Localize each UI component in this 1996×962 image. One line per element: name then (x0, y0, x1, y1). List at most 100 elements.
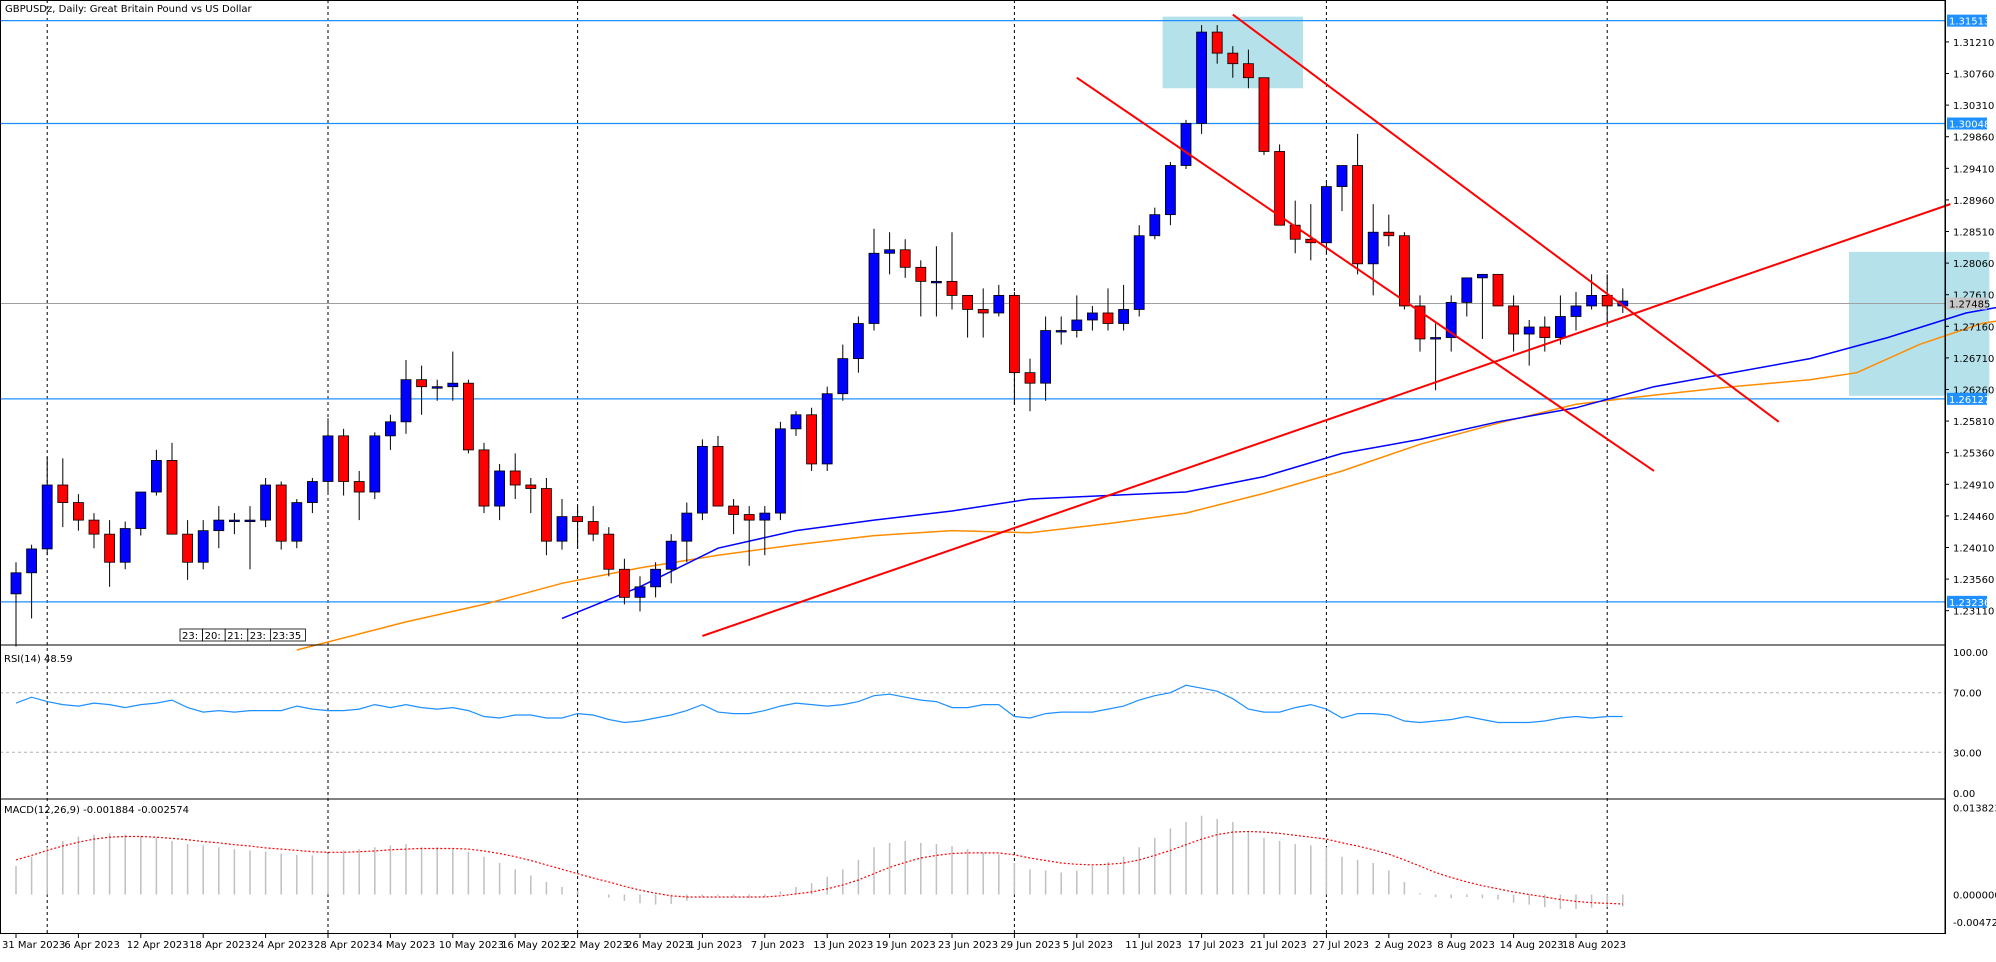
candle-body (759, 512, 771, 521)
date-tick-label: 5 Jul 2023 (1063, 940, 1113, 951)
bid-price-box (1947, 297, 1987, 310)
candle-body (712, 445, 724, 507)
chart-title: GBPUSDz, Daily: Great Britain Pound vs U… (5, 4, 253, 15)
candle-body (743, 514, 755, 521)
price-tick-label: 1.26710 (1953, 354, 1994, 365)
candle-body (821, 393, 833, 465)
date-tick-label: 21 Jul 2023 (1250, 940, 1307, 951)
price-tick-label: 1.24460 (1953, 512, 1994, 523)
candle-body (993, 295, 1005, 314)
highlight-zones-layer (1162, 16, 1990, 396)
candle-body (1383, 231, 1395, 237)
price-tick-label: 1.25810 (1953, 417, 1994, 428)
candle-body (806, 414, 817, 465)
candle-body (135, 491, 147, 529)
candle-body (650, 568, 661, 588)
level-price-box (1947, 117, 1987, 130)
date-tick-label: 1 Jun 2023 (688, 940, 742, 951)
candle-body (338, 435, 350, 482)
candle-body (1555, 316, 1566, 338)
candle-body (1445, 302, 1457, 338)
level-price-label: 1.31513 (1949, 17, 1990, 28)
rsi-label: RSI(14) 48.59 (4, 654, 73, 665)
candle-body (1336, 165, 1348, 187)
candle-body (946, 280, 958, 296)
price-tick-label: 1.30310 (1953, 101, 1994, 112)
labels-layer: GBPUSDz, Daily: Great Britain Pound vs U… (4, 4, 306, 816)
date-tick-label: 8 Aug 2023 (1437, 940, 1495, 951)
date-tick-label: 16 May 2023 (501, 940, 566, 951)
level-price-box (1947, 595, 1987, 608)
date-tick-label: 28 Apr 2023 (314, 940, 376, 951)
candle-body (556, 516, 568, 542)
candle-body (665, 540, 677, 570)
candle-body (10, 572, 22, 595)
candle-body (478, 449, 490, 507)
timestamp-label: 21: (227, 631, 243, 642)
price-tick-label: 1.31210 (1953, 38, 1994, 49)
rsi-tick-label: 30.00 (1953, 748, 1982, 759)
candle-body (525, 484, 537, 489)
candle-body (1258, 77, 1270, 152)
candle-body (1508, 305, 1519, 335)
sma-fast-line (561, 306, 1996, 620)
candle-body (260, 484, 272, 521)
candle-body (884, 249, 895, 254)
date-tick-label: 2 Aug 2023 (1375, 940, 1433, 951)
candle-body (57, 484, 69, 503)
candle-body (353, 481, 365, 493)
candle-body (541, 488, 552, 542)
date-tick-label: 22 May 2023 (564, 940, 629, 951)
candle-body (275, 484, 287, 542)
candle-body (1367, 231, 1379, 265)
price-tick-label: 1.26260 (1953, 386, 1994, 397)
date-tick-label: 27 Jul 2023 (1312, 940, 1369, 951)
date-tick-label: 23 Jun 2023 (938, 940, 998, 951)
candle-body (306, 481, 318, 503)
candle-body (1399, 235, 1410, 307)
candle-body (1570, 305, 1582, 317)
candle-body (1430, 337, 1441, 340)
date-tick-label: 24 Apr 2023 (252, 940, 314, 951)
candle-body (1352, 165, 1363, 265)
date-tick-label: 18 Apr 2023 (189, 940, 251, 951)
rsi-tick-label: 0.00 (1953, 789, 1975, 800)
candle-body (73, 502, 84, 521)
candle-body (790, 414, 802, 430)
candle-body (1477, 273, 1488, 279)
candle-body (1461, 277, 1473, 303)
candle-body (977, 309, 989, 314)
candle-body (494, 470, 506, 507)
date-tick-label: 7 Jun 2023 (751, 940, 805, 951)
candle-body (681, 512, 693, 542)
bid-price-label: 1.27485 (1949, 299, 1990, 310)
candle-body (1492, 273, 1504, 307)
candle-body (384, 421, 396, 437)
macd-signal-line (15, 830, 1623, 905)
candle-body (1071, 319, 1083, 331)
candle-body (853, 323, 864, 360)
candle-body (509, 470, 521, 486)
candle-body (868, 252, 880, 324)
candle-body (1274, 151, 1285, 226)
candle-body (603, 533, 615, 570)
candle-body (931, 280, 942, 284)
date-tick-label: 6 Apr 2023 (64, 940, 119, 951)
candle-body (119, 528, 131, 563)
candle-body (1289, 224, 1301, 240)
date-tick-label: 11 Jul 2023 (1125, 940, 1182, 951)
candle-body (915, 266, 927, 282)
trend-line-lower-channel (1076, 76, 1655, 472)
candle-body (1149, 214, 1161, 237)
candle-body (166, 460, 178, 535)
candle-body (1321, 186, 1332, 244)
candle-body (1180, 122, 1192, 166)
candle-body (1102, 312, 1114, 324)
candle-body (1087, 312, 1098, 321)
price-tick-label: 1.23110 (1953, 607, 1994, 618)
